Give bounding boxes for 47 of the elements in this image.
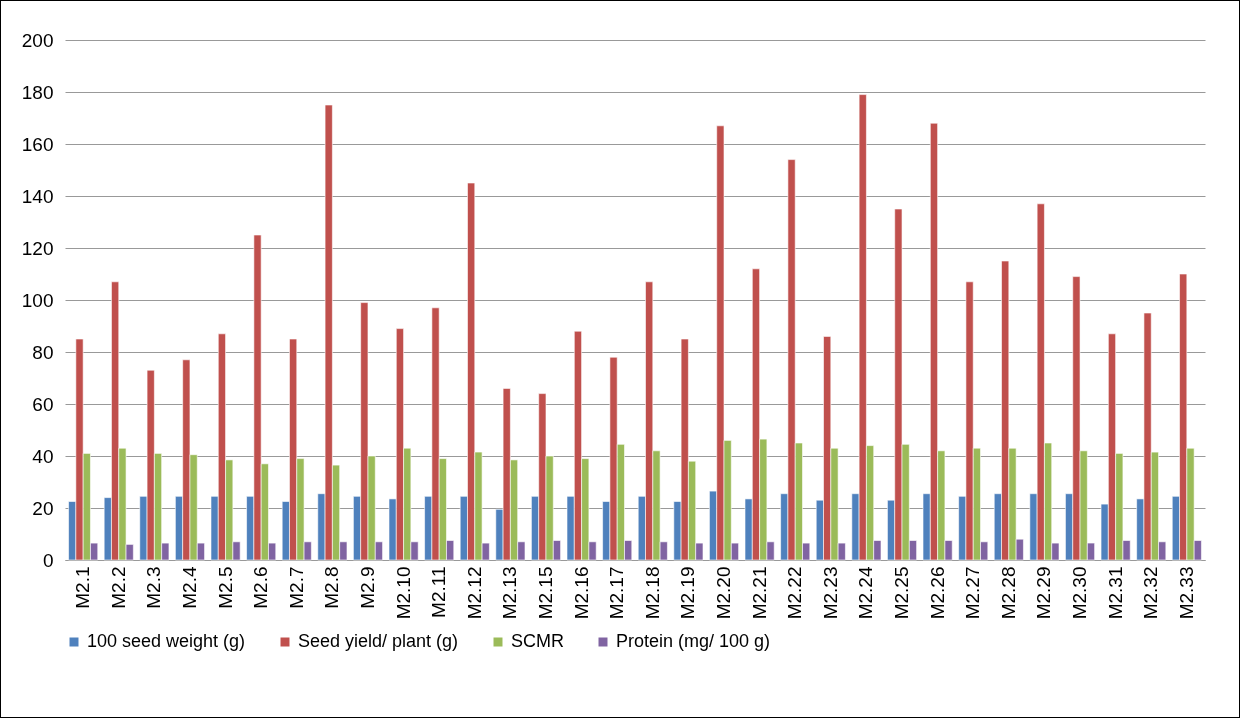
x-tick-label: M2.21 [748, 566, 770, 620]
x-tick-label: M2.13 [499, 566, 521, 620]
legend-label: Protein (mg/ 100 g) [616, 631, 771, 651]
x-tick-label: M2.4 [178, 566, 200, 609]
x-tick-label: M2.1 [72, 566, 94, 609]
x-tick-label: M2.19 [677, 566, 699, 620]
x-tick-label: M2.2 [107, 566, 129, 609]
x-tick-label: M2.28 [997, 566, 1019, 620]
x-tick-label: M2.30 [1069, 566, 1091, 620]
x-tick-label: M2.15 [534, 566, 556, 620]
x-tick-label: M2.11 [428, 566, 450, 618]
x-tick-label: M2.16 [570, 566, 592, 620]
y-tick-label: 180 [21, 81, 54, 103]
x-tick-label: M2.9 [356, 566, 378, 609]
y-tick-label: 200 [21, 29, 54, 51]
x-tick-label: M2.7 [285, 566, 307, 609]
x-tick-label: M2.32 [1140, 566, 1162, 620]
y-tick-label: 120 [21, 237, 54, 259]
y-tick-label: 140 [21, 185, 54, 207]
x-tick-label: M2.29 [1033, 566, 1055, 620]
x-tick-label: M2.31 [1104, 566, 1126, 620]
x-tick-label: M2.22 [784, 566, 806, 620]
x-tick-label: M2.6 [250, 566, 272, 609]
y-tick-label: 60 [32, 393, 54, 415]
legend-label: 100 seed weight (g) [87, 631, 246, 651]
x-tick-label: M2.8 [321, 566, 343, 609]
y-tick-label: 40 [32, 445, 54, 467]
x-tick-label: M2.23 [819, 566, 841, 620]
y-tick-label: 80 [32, 341, 54, 363]
y-tick-label: 100 [21, 289, 54, 311]
y-tick-label: 0 [42, 549, 54, 571]
x-tick-label: M2.27 [962, 566, 984, 620]
x-tick-label: M2.12 [463, 566, 485, 620]
y-tick-label: 20 [32, 497, 54, 519]
x-tick-label: M2.5 [214, 566, 236, 609]
x-tick-label: M2.10 [392, 566, 414, 620]
x-tick-label: M2.17 [606, 566, 628, 620]
x-tick-label: M2.18 [641, 566, 663, 620]
legend-label: Seed yield/ plant (g) [298, 631, 459, 651]
x-tick-label: M2.24 [855, 566, 877, 620]
legend-label: SCMR [511, 631, 564, 651]
x-tick-label: M2.33 [1175, 566, 1197, 620]
x-tick-label: M2.25 [891, 566, 913, 620]
y-tick-label: 160 [21, 133, 54, 155]
x-tick-label: M2.20 [713, 566, 735, 620]
x-tick-label: M2.26 [926, 566, 948, 620]
x-tick-label: M2.3 [143, 566, 165, 609]
